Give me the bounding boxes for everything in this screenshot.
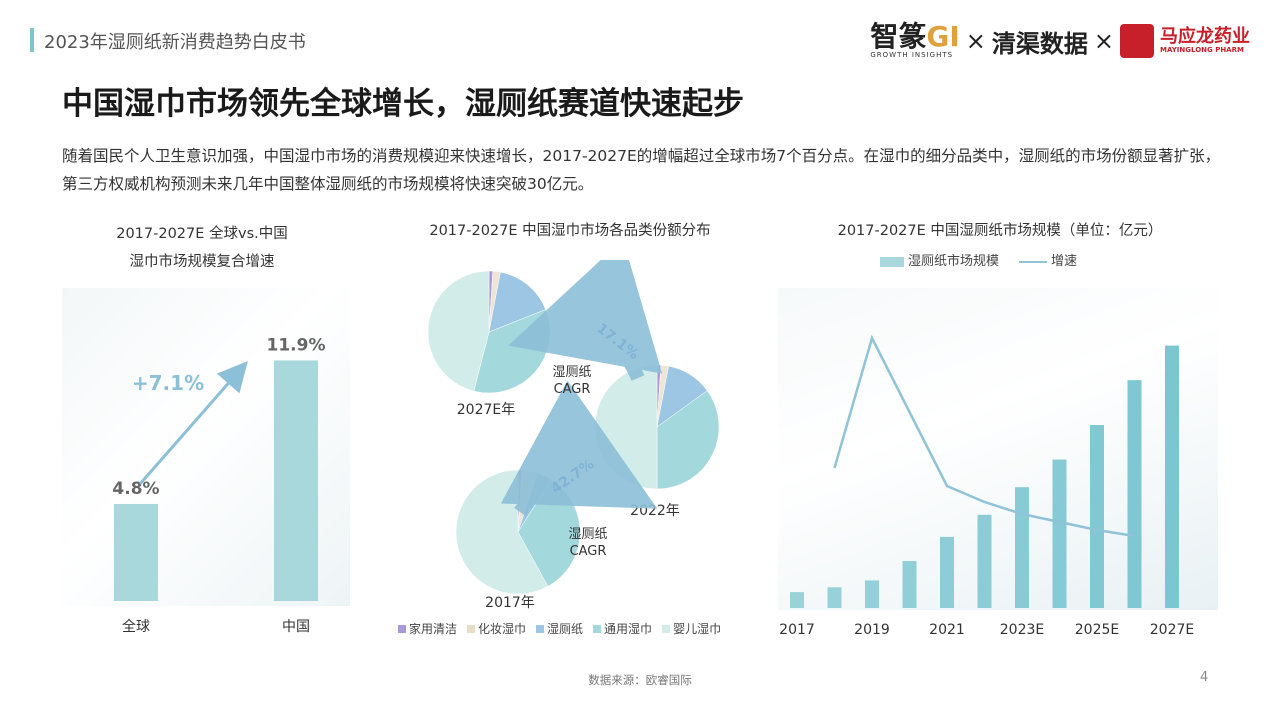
- mayinglong-logo-text: 马应龙药业: [1160, 26, 1250, 47]
- mayinglong-logo-sub: MAYINGLONG PHARM: [1160, 46, 1244, 54]
- chart3-tick-2027E: 2027E: [1150, 622, 1194, 638]
- legend-swatch: [467, 624, 476, 633]
- chart2-legend-item-4: 婴儿湿巾: [662, 620, 721, 637]
- pie-1-slice-4: [594, 364, 658, 490]
- cagr-value-2022-2027: 17.1%: [593, 321, 641, 364]
- chart3-tick-2025E: 2025E: [1075, 622, 1119, 638]
- times-sign-1: ×: [965, 27, 986, 55]
- chart1-value-label-1: 11.9%: [267, 335, 326, 355]
- chart3-bar-2025E: [1090, 425, 1104, 608]
- chart3-bar-2026E: [1127, 380, 1142, 608]
- chart3-tick-2017: 2017: [779, 622, 815, 638]
- chart3-legend-line-label: 增速: [1051, 254, 1078, 269]
- chart3-tick-2019: 2019: [854, 622, 890, 638]
- chart1-title: 2017-2027E 全球vs.中国 湿巾市场规模复合增速: [72, 220, 332, 276]
- chart3-tick-2023E: 2023E: [1000, 622, 1044, 638]
- zhice-logo: 智篆GI GROWTH INSIGHTS: [870, 20, 960, 60]
- page-number: 4: [1200, 670, 1209, 685]
- chart3-bar-2019: [865, 580, 879, 608]
- line-swatch: [1019, 260, 1048, 263]
- chart2-legend-label-4: 婴儿湿巾: [673, 622, 722, 636]
- pie-2-slice-4: [427, 270, 490, 392]
- legend-swatch: [593, 624, 602, 633]
- pie-0-slice-4: [455, 469, 549, 595]
- cagr-arrow-2017-2022: [500, 380, 658, 517]
- chart3-bar-2027E: [1165, 345, 1179, 608]
- chart1-svg: 4.8% 全球 11.9% 中国 +7.1%: [112, 335, 326, 635]
- chart1-bar-1: [274, 360, 318, 601]
- pie-1-label: 2022年: [630, 503, 680, 519]
- chart3-tick-2021: 2021: [929, 622, 965, 638]
- chart3-title: 2017-2027E 中国湿厕纸市场规模（单位：亿元）: [837, 223, 1163, 239]
- chart2-legend-item-1: 化妆湿巾: [467, 620, 526, 637]
- chart3-bar-2018: [827, 587, 842, 608]
- chart3-bar-2024E: [1052, 459, 1067, 608]
- chart2-legend-item-0: 家用清洁: [398, 620, 457, 637]
- chart3-bar-2017: [790, 592, 804, 608]
- mayinglong-logo: 马应龙药业 MAYINGLONG PHARM: [1160, 26, 1250, 55]
- chart3-legend-bar: 湿厕纸市场规模: [880, 250, 999, 269]
- chart2-legend-label-1: 化妆湿巾: [478, 622, 527, 636]
- chart3-svg: 2017 2019 2021 2023E 2025E 2027E: [779, 334, 1194, 638]
- times-sign-2: ×: [1093, 27, 1114, 55]
- chart3-bar-2021: [940, 536, 954, 608]
- chart2-title: 2017-2027E 中国湿巾市场各品类份额分布: [429, 223, 711, 239]
- chart2-legend-item-3: 通用湿巾: [593, 620, 652, 637]
- legend-swatch: [662, 624, 671, 633]
- chart3-legend-bar-label: 湿厕纸市场规模: [908, 254, 1000, 269]
- chart1-growth-annotation: +7.1%: [132, 371, 204, 395]
- zhice-logo-text: 智篆: [870, 20, 927, 53]
- growth-rate-line: [833, 334, 1135, 538]
- page-title: 中国湿巾市场领先全球增长，湿厕纸赛道快速起步: [62, 86, 744, 122]
- chart1-category-label-1: 中国: [282, 619, 310, 635]
- legend-swatch: [536, 624, 545, 633]
- zhice-logo-sub: GROWTH INSIGHTS: [870, 51, 954, 59]
- partner-logos: 智篆GI GROWTH INSIGHTS × 清渠数据 × 马应龙药业 MAYI…: [870, 18, 1250, 64]
- mayinglong-seal-icon: [1120, 24, 1154, 58]
- chart1-title-line2: 湿巾市场规模复合增速: [129, 254, 275, 270]
- bar-swatch: [880, 256, 904, 267]
- chart1-category-label-0: 全球: [122, 618, 150, 635]
- header-accent-bar: [30, 28, 34, 52]
- legend-swatch: [398, 624, 406, 633]
- chart1-bar-0: [114, 503, 158, 601]
- chart1-value-label-0: 4.8%: [112, 479, 159, 499]
- chart2-legend-label-3: 通用湿巾: [604, 622, 653, 636]
- chart2-legend: 家用清洁 化妆湿巾 湿厕纸 通用湿巾 婴儿湿巾: [398, 620, 721, 637]
- zhice-logo-g: GI: [926, 20, 960, 53]
- chart2-legend-label-2: 湿厕纸: [547, 622, 584, 636]
- qingqu-logo: 清渠数据: [991, 29, 1088, 58]
- chart3-bar-2023E: [1015, 487, 1029, 608]
- chart2-legend-item-2: 湿厕纸: [536, 620, 583, 637]
- chart3-legend-line: 增速: [1019, 250, 1077, 269]
- pie-2-label: 2027E年: [457, 402, 515, 418]
- cagr-label-upper-line2: CAGR: [554, 382, 591, 397]
- pie-0-label: 2017年: [485, 595, 535, 611]
- chart3-bar-2022: [977, 514, 992, 608]
- cagr-arrow-2022-2027: [508, 260, 663, 381]
- intro-paragraph: 随着国民个人卫生意识加强，中国湿巾市场的消费规模迎来快速增长，2017-2027…: [62, 147, 1221, 193]
- chart1-title-line1: 2017-2027E 全球vs.中国: [116, 226, 288, 242]
- chart1-growth-arrow: [138, 360, 248, 485]
- cagr-label-lower-line1: 湿厕纸: [568, 527, 607, 542]
- report-title: 2023年湿厕纸新消费趋势白皮书: [44, 32, 306, 53]
- cagr-label-upper-line1: 湿厕纸: [552, 365, 591, 380]
- cagr-label-lower-line2: CAGR: [570, 544, 607, 559]
- chart2-legend-label-0: 家用清洁: [409, 622, 458, 636]
- chart3-background: [778, 288, 1218, 610]
- data-source: 数据来源：欧睿国际: [588, 673, 692, 687]
- pie-1-slice-3: [656, 390, 720, 490]
- chart3-legend: 湿厕纸市场规模 增速: [880, 250, 1077, 269]
- chart3-bar-2020: [902, 561, 917, 608]
